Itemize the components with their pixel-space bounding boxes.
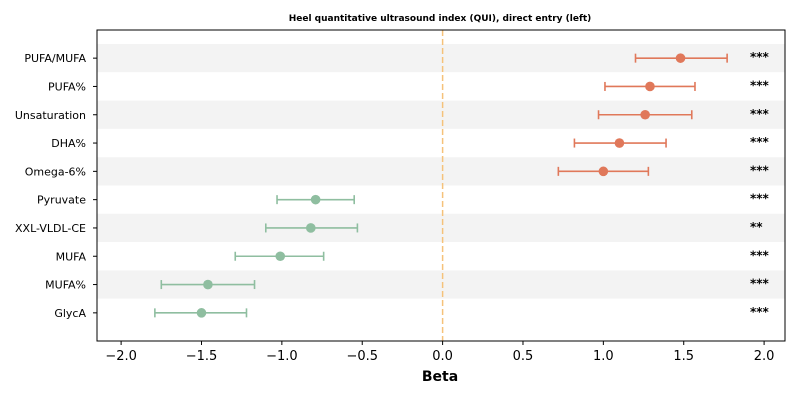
row-band bbox=[97, 213, 785, 243]
x-tick-label: 0.5 bbox=[513, 349, 534, 364]
beta-point bbox=[598, 166, 609, 177]
beta-point bbox=[640, 109, 650, 120]
beta-point bbox=[275, 251, 286, 262]
row-label: PUFA% bbox=[48, 80, 86, 93]
beta-point bbox=[203, 279, 213, 290]
beta-point bbox=[305, 223, 316, 233]
x-ticks: −2.0 −1.5 −1.0 −0.5 0.0 0.5 1.0 1.5 2.0 bbox=[105, 341, 774, 364]
significance-label: *** bbox=[750, 78, 770, 92]
row-label: GlycA bbox=[54, 307, 86, 320]
beta-point bbox=[675, 53, 686, 63]
significance-labels: ***************************** bbox=[750, 50, 770, 319]
significance-label: *** bbox=[750, 277, 770, 291]
x-tick-label: −1.5 bbox=[186, 349, 218, 364]
beta-point bbox=[310, 194, 321, 205]
x-tick-label: 1.0 bbox=[593, 349, 614, 364]
x-tick-label: 2.0 bbox=[754, 349, 775, 364]
row-band bbox=[97, 157, 785, 186]
row-label: XXL-VLDL-CE bbox=[15, 222, 86, 235]
row-label: PUFA/MUFA bbox=[24, 52, 86, 65]
beta-point bbox=[614, 138, 625, 148]
x-tick-label: 0.0 bbox=[432, 349, 453, 364]
row-band bbox=[97, 185, 785, 214]
row-label: MUFA bbox=[56, 250, 87, 263]
row-label: Pyruvate bbox=[37, 194, 86, 207]
x-tick-label: 1.5 bbox=[673, 349, 694, 364]
row-label: Omega-6% bbox=[25, 165, 86, 178]
row-label: MUFA% bbox=[45, 279, 86, 292]
row-band bbox=[97, 128, 785, 158]
significance-label: *** bbox=[750, 305, 770, 319]
significance-label: *** bbox=[750, 248, 770, 262]
beta-point bbox=[645, 81, 655, 92]
significance-label: ** bbox=[750, 220, 763, 234]
beta-point bbox=[196, 308, 207, 318]
x-tick-label: −1.0 bbox=[266, 349, 298, 364]
significance-label: *** bbox=[750, 50, 770, 64]
x-tick-label: −0.5 bbox=[346, 349, 378, 364]
x-tick-label: −2.0 bbox=[105, 349, 137, 364]
row-label: DHA% bbox=[51, 137, 86, 150]
beta-points bbox=[196, 53, 686, 318]
significance-label: *** bbox=[750, 107, 770, 121]
significance-label: *** bbox=[750, 135, 770, 149]
significance-label: *** bbox=[750, 163, 770, 177]
row-band bbox=[97, 242, 785, 271]
x-axis-label: Beta bbox=[422, 369, 458, 385]
chart-title: Heel quantitative ultrasound index (QUI)… bbox=[289, 14, 592, 24]
y-tick-labels: PUFA/MUFA PUFA% Unsaturation DHA% Omega-6% Py… bbox=[15, 52, 97, 320]
axes-frame bbox=[96, 29, 786, 342]
plot-frame bbox=[96, 29, 786, 342]
significance-label: *** bbox=[750, 192, 770, 206]
row-label: Unsaturation bbox=[15, 109, 86, 122]
